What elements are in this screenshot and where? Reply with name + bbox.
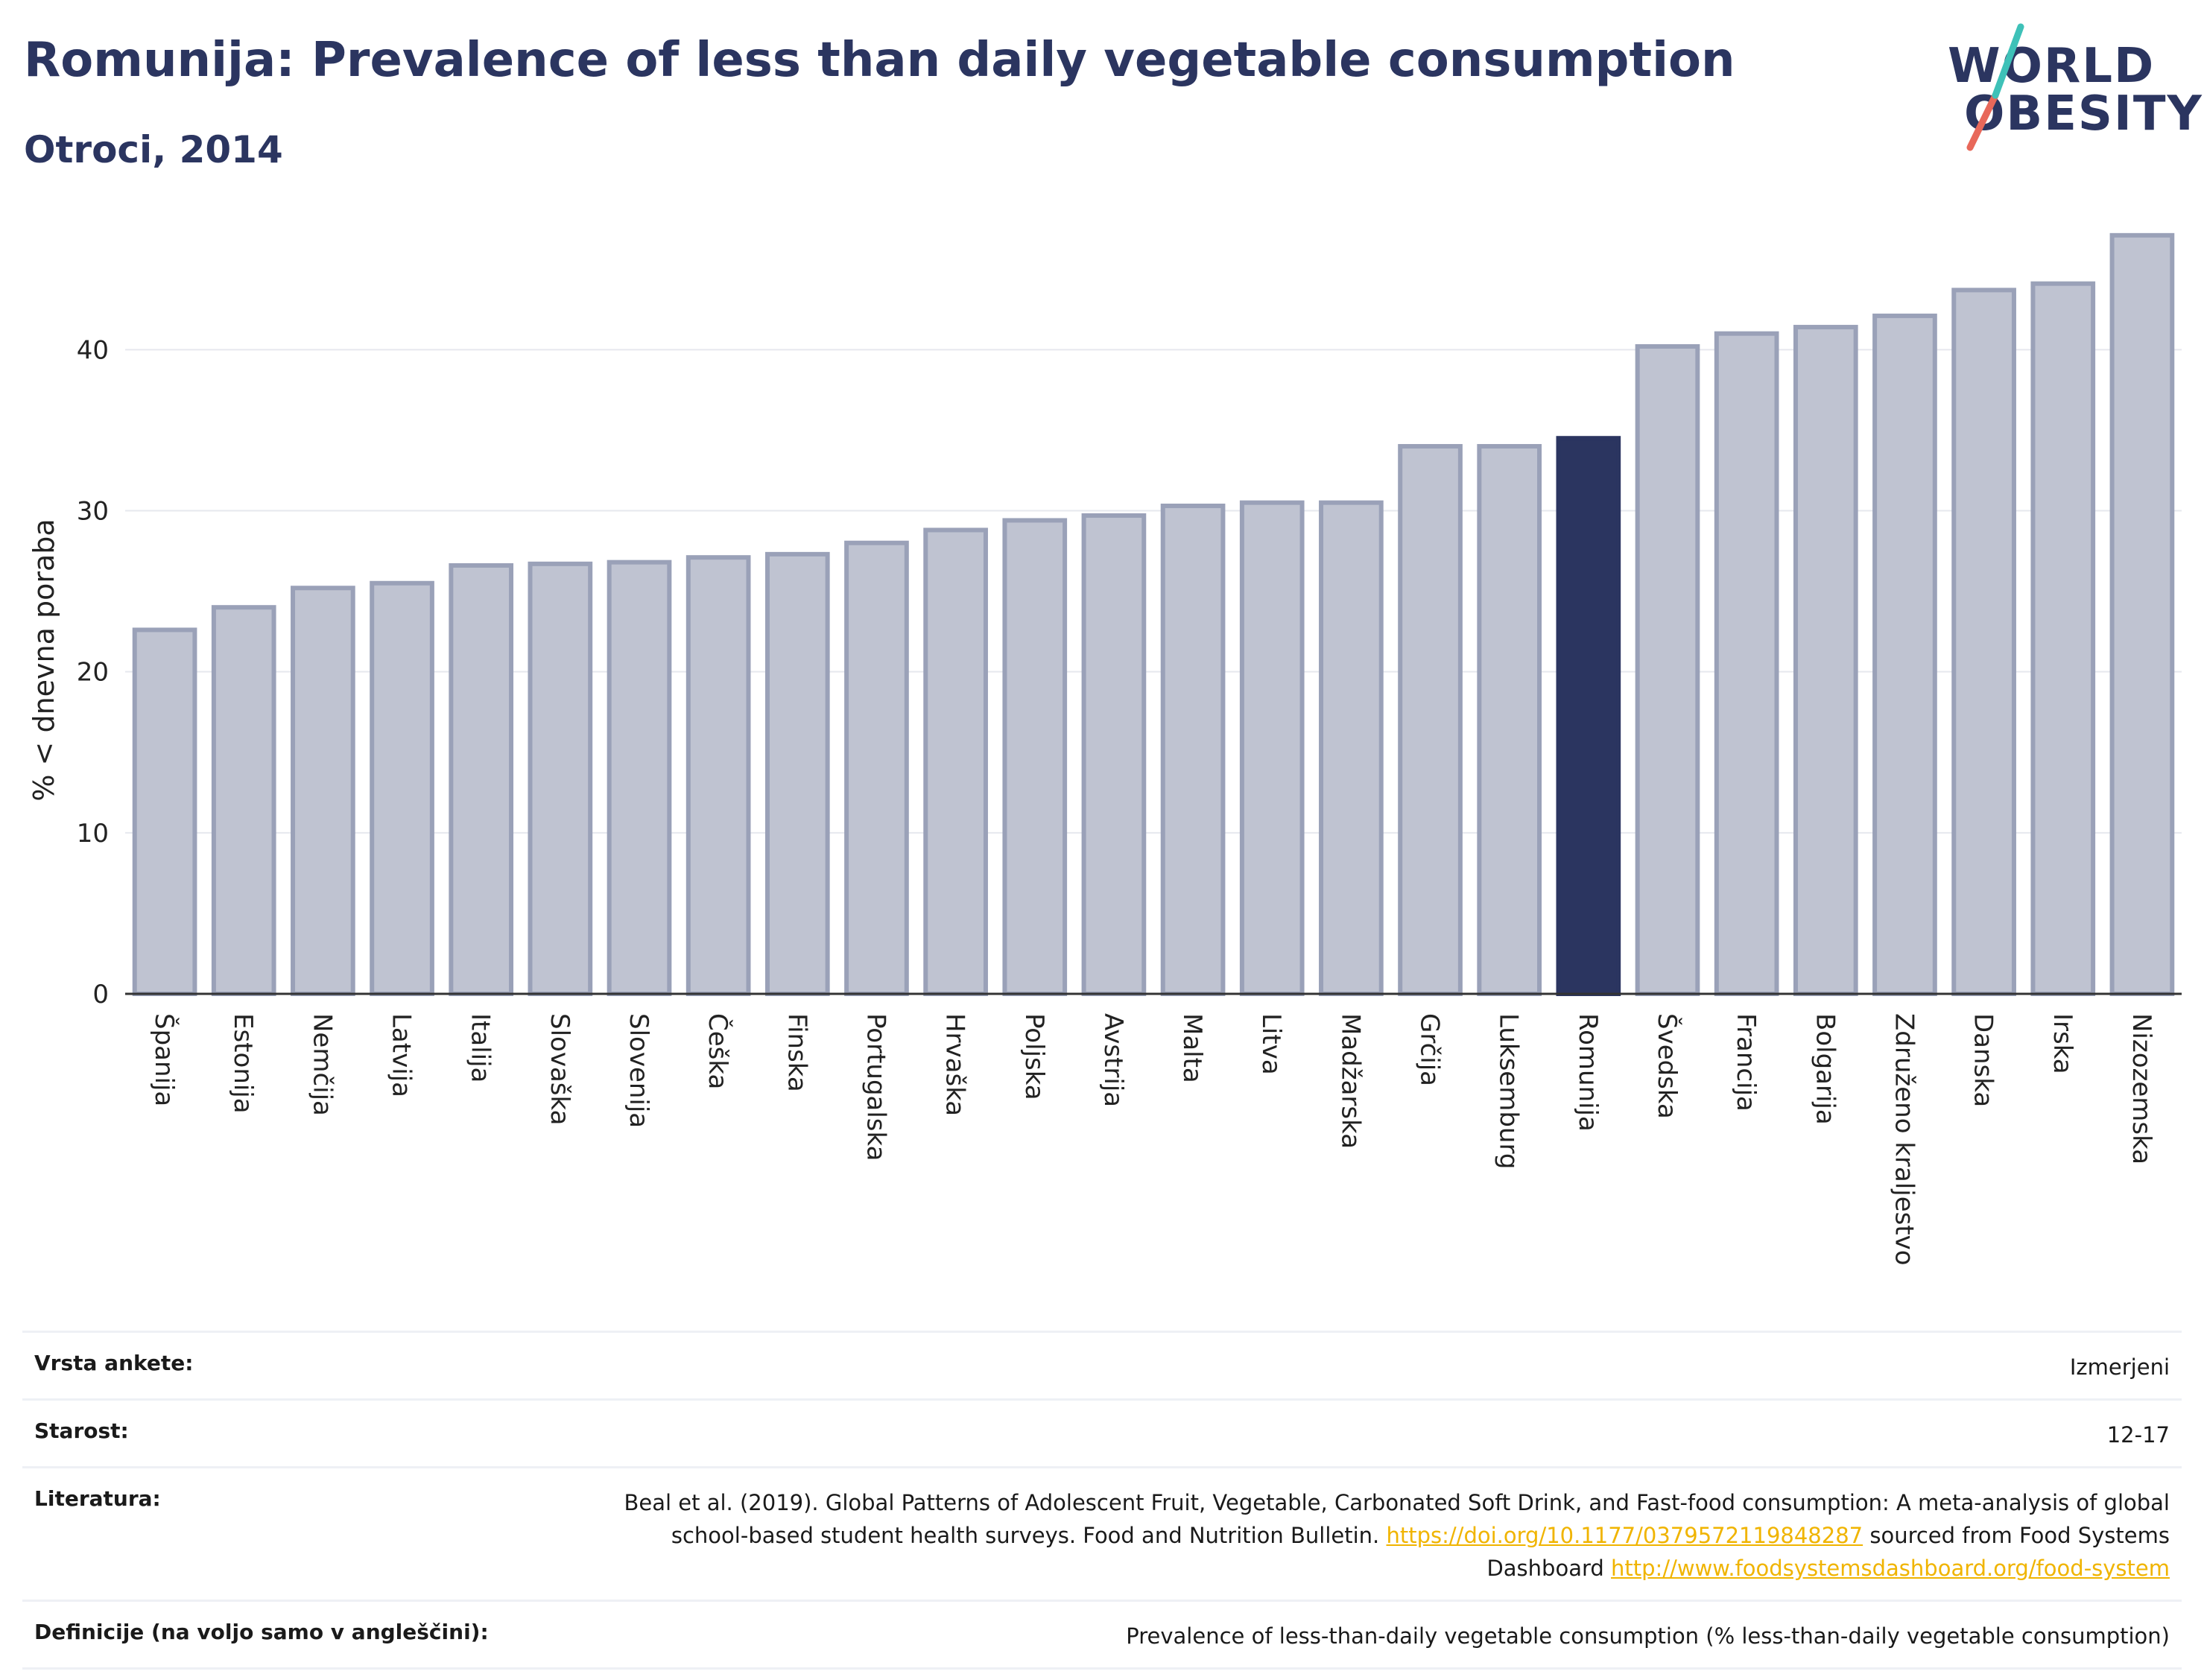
meta-def-value: Prevalence of less-than-daily vegetable … — [1126, 1623, 2170, 1649]
ref-source-text: sourced from Food Systems Dashboard — [1486, 1523, 2170, 1581]
bar — [1872, 313, 1937, 996]
bar — [1319, 500, 1384, 996]
bar — [1398, 444, 1463, 996]
y-tick-label: 40 — [77, 335, 109, 365]
bar — [923, 527, 988, 996]
meta-ref-value: Beal et al. (2019). Global Patterns of A… — [568, 1486, 2170, 1585]
metadata-table: Vrsta ankete: Izmerjeni Starost: 12-17 L… — [22, 1331, 2182, 1670]
x-tick-label: Litva — [1256, 1013, 1286, 1075]
y-tick-label: 0 — [92, 980, 109, 1009]
y-tick-label: 30 — [77, 496, 109, 526]
x-tick-label: Grčija — [1415, 1013, 1445, 1086]
x-tick-label: Švedska — [1652, 1013, 1682, 1119]
meta-age-label: Starost: — [34, 1419, 129, 1443]
bar — [211, 605, 276, 996]
bar — [1635, 343, 1700, 997]
x-tick-label: Italija — [466, 1013, 495, 1083]
logo-slash-icon — [1966, 23, 2024, 151]
x-tick-label: Malta — [1177, 1013, 1207, 1083]
logo-word-world: WORLD — [1948, 39, 2156, 94]
x-tick-label: Latvija — [387, 1013, 417, 1097]
x-tick-label: Slovenija — [624, 1013, 653, 1128]
meta-row-definition: Definicije (na voljo samo v angleščini):… — [22, 1600, 2182, 1670]
bar — [2109, 232, 2175, 996]
bar — [1556, 436, 1621, 996]
bar — [1477, 444, 1542, 996]
bar — [132, 627, 197, 996]
bar-chart: 0 10 20 30 40 Španija Estonija Nemčija Latvija It… — [28, 232, 2182, 1266]
doi-link[interactable]: https://doi.org/10.1177/0379572119848287 — [1386, 1523, 1863, 1548]
meta-row-age: Starost: 12-17 — [22, 1398, 2182, 1466]
world-obesity-logo[interactable]: WORLD OBESITY — [1943, 21, 2202, 162]
x-tick-label: Avstrija — [1098, 1013, 1128, 1107]
x-tick-label: Bolgarija — [1810, 1013, 1840, 1125]
bar — [1081, 513, 1147, 996]
bar — [449, 562, 514, 996]
bar — [1793, 325, 1858, 997]
meta-survey-label: Vrsta ankete: — [34, 1351, 194, 1375]
x-tick-label: Luksemburg — [1494, 1013, 1524, 1169]
dashboard-link[interactable]: http://www.foodsystemsdashboard.org/food… — [1611, 1556, 2170, 1581]
x-tick-label: Češka — [703, 1013, 733, 1089]
meta-row-reference: Literatura: Beal et al. (2019). Global P… — [22, 1466, 2182, 1600]
chart-subtitle: Otroci, 2014 — [24, 128, 283, 171]
x-tick-label: Madžarska — [1335, 1013, 1365, 1149]
bar — [844, 540, 909, 996]
chart-title: Romunija: Prevalence of less than daily … — [24, 33, 1735, 88]
bar — [291, 586, 355, 996]
meta-def-label: Definicije (na voljo samo v angleščini): — [34, 1620, 489, 1644]
meta-row-survey: Vrsta ankete: Izmerjeni — [22, 1331, 2182, 1398]
bar — [528, 561, 593, 996]
x-tick-label: Finska — [782, 1013, 811, 1092]
logo-word-obesity: OBESITY — [1964, 86, 2203, 142]
bar — [370, 580, 434, 996]
x-tick-label: Romunija — [1573, 1013, 1603, 1132]
x-tick-label: Poljska — [1019, 1013, 1049, 1100]
bar — [1951, 288, 2016, 996]
x-tick-label: Francija — [1731, 1013, 1761, 1112]
bar — [685, 555, 751, 996]
x-tick-label: Estonija — [228, 1013, 258, 1114]
x-tick-label: Danska — [1969, 1013, 1998, 1107]
x-tick-label: Združeno kraljestvo — [1889, 1013, 1919, 1266]
bar — [1160, 504, 1226, 996]
ref-text: Beal et al. (2019). Global Patterns of A… — [624, 1490, 2170, 1548]
x-tick-label: Španija — [149, 1013, 180, 1106]
x-tick-label: Nemčija — [307, 1013, 337, 1116]
x-tick-label: Slovaška — [545, 1013, 574, 1125]
bar — [764, 551, 830, 996]
x-tick-label: Irska — [2048, 1013, 2077, 1074]
bar — [1239, 500, 1305, 996]
meta-survey-value: Izmerjeni — [2069, 1354, 2170, 1380]
bar — [607, 560, 672, 996]
x-tick-label: Hrvaška — [940, 1013, 970, 1116]
bar — [1002, 518, 1068, 996]
y-axis-label: % < dnevna poraba — [28, 519, 60, 801]
x-tick-label: Portugalska — [861, 1013, 890, 1161]
meta-age-value: 12-17 — [2106, 1422, 2170, 1448]
meta-ref-label: Literatura: — [34, 1486, 161, 1511]
y-tick-label: 10 — [77, 819, 109, 849]
bar — [1714, 331, 1779, 996]
y-tick-label: 20 — [77, 658, 109, 688]
x-tick-label: Nizozemska — [2127, 1013, 2156, 1164]
bar — [2030, 281, 2096, 996]
